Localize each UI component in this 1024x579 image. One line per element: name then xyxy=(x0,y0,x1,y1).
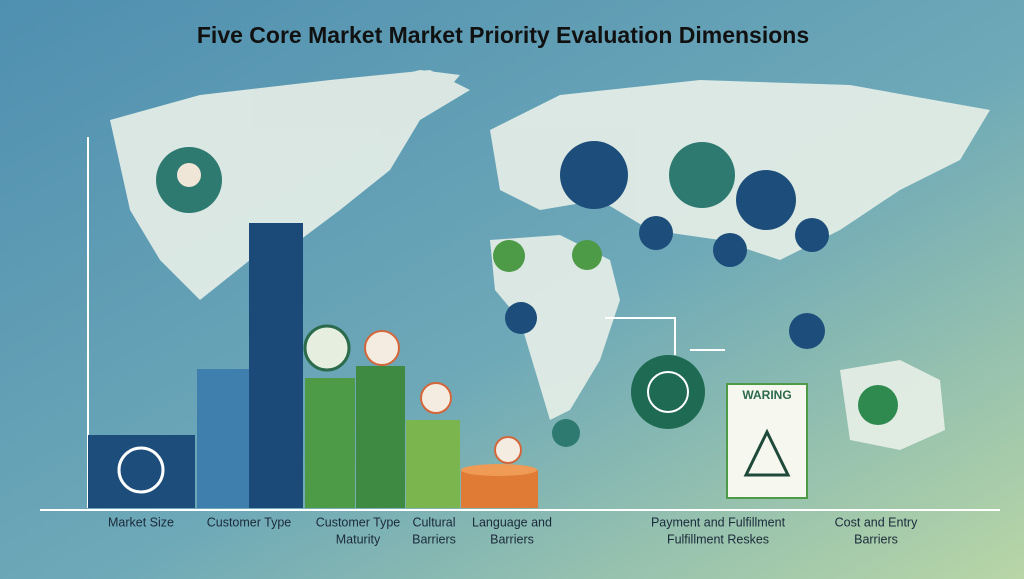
icon xyxy=(858,385,898,425)
bar xyxy=(249,223,303,508)
icons xyxy=(117,141,898,494)
icon xyxy=(572,240,602,270)
avatar xyxy=(669,142,735,208)
dimension-label: Maturity xyxy=(336,532,381,546)
avatar xyxy=(560,141,628,209)
icon xyxy=(713,233,747,267)
icon xyxy=(505,302,537,334)
dimension-label: Fulfillment Reskes xyxy=(667,532,769,546)
bar xyxy=(406,420,460,508)
icon xyxy=(493,240,525,272)
bar xyxy=(356,366,405,508)
avatar xyxy=(303,324,351,372)
connector xyxy=(605,317,676,355)
bar xyxy=(197,369,251,508)
icon xyxy=(364,330,400,366)
warning-label: WARING xyxy=(742,388,791,402)
world-map xyxy=(110,70,990,450)
card xyxy=(726,383,808,499)
dimension-label: Barriers xyxy=(490,532,534,546)
bars xyxy=(88,223,538,508)
icon xyxy=(639,216,673,250)
dimension-label: Cost and Entry xyxy=(835,515,918,529)
dimension-labels: Market Size Customer Type Customer Type Mat… xyxy=(108,515,918,546)
title: Five Core Market Market Priority Evaluat… xyxy=(197,22,809,48)
avatar xyxy=(736,170,796,230)
dimension-label: Payment and Fulfillment xyxy=(651,515,786,529)
dimension-label: Market Size xyxy=(108,515,174,529)
avatar-face xyxy=(177,163,201,187)
icon xyxy=(420,382,452,414)
bar-top xyxy=(461,464,537,476)
dimension-label: Cultural xyxy=(412,515,455,529)
bar xyxy=(305,378,355,508)
dimension-label: Customer Type xyxy=(207,515,292,529)
lock-icon xyxy=(117,446,165,494)
icon xyxy=(789,313,825,349)
bar xyxy=(88,435,195,508)
dimension-label: Barriers xyxy=(412,532,456,546)
target-ring xyxy=(647,371,689,413)
icon xyxy=(552,419,580,447)
target-icon xyxy=(631,355,705,429)
dimension-label: Barriers xyxy=(854,532,898,546)
warning-triangle xyxy=(743,428,791,477)
warning-card: WARING xyxy=(726,383,808,499)
bar xyxy=(461,470,538,508)
dimension-label: Language and xyxy=(472,515,552,529)
icon xyxy=(795,218,829,252)
icon xyxy=(494,436,522,464)
dimension-label: Customer Type xyxy=(316,515,401,529)
